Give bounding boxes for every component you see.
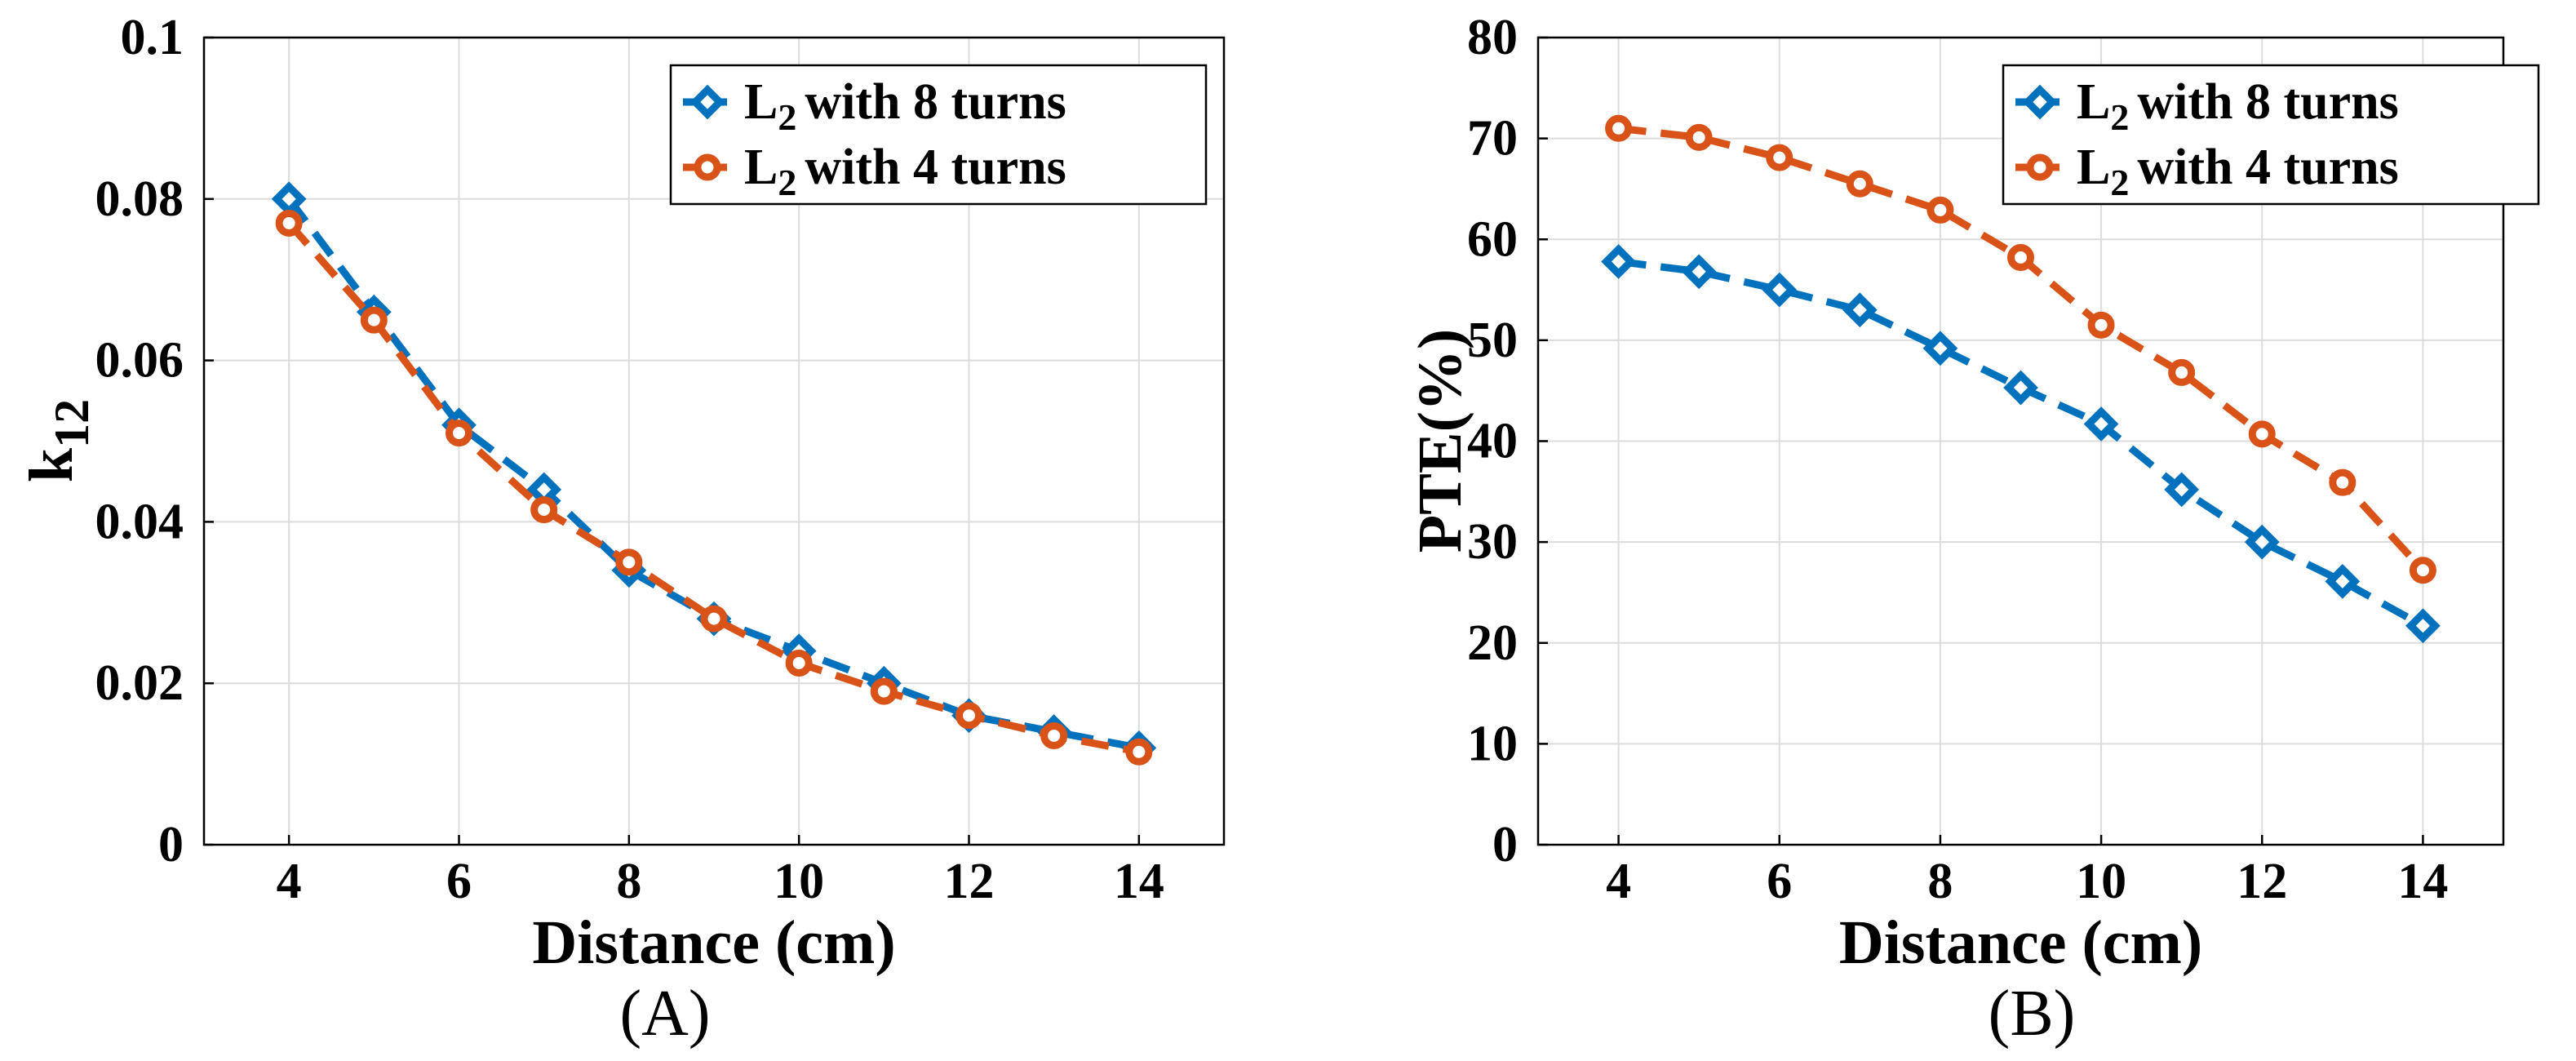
chart-a-series-1-point-1 <box>360 306 388 334</box>
chart-b-x-tick-label-4: 12 <box>2237 854 2287 909</box>
chart-b-series-1-point-8 <box>2248 420 2276 448</box>
chart-a-series-1-point-4 <box>615 548 643 576</box>
chart-a-y-tick-label-3: 0.06 <box>95 333 184 388</box>
chart-a-x-tick-label-2: 8 <box>616 854 641 909</box>
chart-a-series-1-point-10 <box>1125 738 1153 766</box>
chart-a-y-tick-label-2: 0.04 <box>95 494 184 549</box>
chart-a-legend-box <box>669 64 1208 206</box>
chart-a-y-tick-label-4: 0.08 <box>95 171 184 227</box>
chart-a-x-tick-label-3: 10 <box>774 854 824 909</box>
chart-b-y-tick-label-4: 40 <box>1467 414 1518 469</box>
chart-b-series-1-point-1 <box>1685 123 1713 151</box>
chart-b-legend-1-marker <box>2026 153 2054 181</box>
chart-a-x-tick-label-0: 4 <box>277 854 302 909</box>
chart-b-legend-box <box>2002 64 2540 206</box>
chart-a-legend-0-label: L2 with 8 turns <box>744 74 1066 138</box>
chart-a-series-1-point-9 <box>1040 721 1068 749</box>
chart-b-series-0-line <box>1618 257 2425 629</box>
chart-a-legend-1-marker <box>694 153 721 181</box>
chart-b-series-1-point-6 <box>2087 311 2115 339</box>
chart-b-series-0-point-4 <box>1922 331 1958 366</box>
chart-b-series-0-point-10 <box>2405 608 2441 644</box>
chart-b-y-tick-label-5: 50 <box>1467 313 1518 368</box>
chart-a-series-0-point-0 <box>271 181 307 217</box>
chart-b-series-1-point-9 <box>2329 468 2357 496</box>
chart-panel-a: 4 6 8 10 12 14 0 0.02 0.04 0.06 0.08 0.1 Distance (c… <box>17 10 1226 1050</box>
chart-b-y-tick-label-6: 60 <box>1467 211 1518 267</box>
chart-b-x-tick-label-1: 6 <box>1767 854 1792 909</box>
chart-a-series-1-point-8 <box>955 702 982 730</box>
chart-b-legend-0-label: L2 with 8 turns <box>2077 74 2399 138</box>
chart-a-panel-label: (A) <box>619 978 710 1050</box>
chart-b-legend-1-label: L2 with 4 turns <box>2077 140 2399 203</box>
chart-b-series-1-point-10 <box>2409 557 2436 584</box>
chart-a-x-tick-label-4: 12 <box>944 854 995 909</box>
chart-b-series-0-point-7 <box>2164 472 2200 508</box>
chart-b-y-tick-label-8: 80 <box>1467 10 1518 65</box>
chart-a-x-axis-label: Distance (cm) <box>532 908 895 977</box>
chart-a-series-0-line <box>286 197 1140 752</box>
chart-b-x-axis-label: Distance (cm) <box>1839 908 2202 977</box>
chart-a-y-tick-label-0: 0 <box>158 817 184 872</box>
chart-b-series-1-point-7 <box>2168 358 2196 386</box>
chart-a-legend-1-label: L2 with 4 turns <box>744 140 1066 203</box>
chart-b-series-0-point-9 <box>2325 563 2361 599</box>
chart-b-series-1-point-3 <box>1846 170 1873 198</box>
chart-b-x-tick-label-5: 14 <box>2397 854 2448 909</box>
chart-a-series-1-point-6 <box>785 649 813 677</box>
chart-b-y-tick-label-2: 20 <box>1467 615 1518 671</box>
chart-a-y-tick-label-1: 0.02 <box>95 655 184 711</box>
chart-a-series-1-point-5 <box>700 605 728 633</box>
chart-b-series-1-point-2 <box>1766 144 1793 171</box>
chart-a-x-tick-label-1: 6 <box>446 854 472 909</box>
chart-a-axes-frame <box>202 36 1226 846</box>
chart-b-series-0-point-5 <box>2003 370 2038 406</box>
chart-b-x-tick-label-2: 8 <box>1927 854 1953 909</box>
chart-b-series-0-point-0 <box>1601 244 1636 279</box>
chart-b-series-0-point-3 <box>1842 292 1878 328</box>
chart-b-series-1-point-5 <box>2007 244 2034 272</box>
chart-b-y-tick-label-1: 10 <box>1467 716 1518 771</box>
chart-b-y-axis-label: PTE(%) <box>1406 329 1474 553</box>
chart-b-panel-label: (B) <box>1989 978 2076 1050</box>
chart-a-y-tick-label-5: 0.1 <box>121 10 184 65</box>
chart-b-series-0-point-2 <box>1762 272 1798 308</box>
chart-b-legend-0-marker <box>2022 84 2058 120</box>
chart-a-series-1-point-0 <box>275 209 303 237</box>
chart-b-series-1-point-4 <box>1926 196 1954 224</box>
chart-b-y-tick-label-3: 30 <box>1467 514 1518 570</box>
chart-a-series-1-line <box>286 220 1140 756</box>
chart-a-y-axis-label: k12 <box>17 399 99 482</box>
chart-b-series-0-point-8 <box>2244 524 2280 560</box>
chart-a-series-1-point-7 <box>870 677 898 705</box>
chart-b-y-tick-label-0: 0 <box>1492 817 1518 872</box>
chart-panel-b: 4 6 8 10 12 14 0 10 20 30 40 50 60 70 80 Distance (cm) P… <box>1406 10 2540 1050</box>
chart-b-series-0-point-1 <box>1681 254 1717 290</box>
chart-b-x-tick-label-0: 4 <box>1606 854 1631 909</box>
chart-a-series-1-point-2 <box>446 420 472 447</box>
chart-b-series-0-point-6 <box>2083 406 2119 442</box>
chart-b-x-tick-label-3: 10 <box>2076 854 2126 909</box>
chart-b-series-1-point-0 <box>1605 114 1633 142</box>
chart-a-series-1-point-3 <box>530 496 558 524</box>
chart-a-x-tick-label-5: 14 <box>1114 854 1164 909</box>
chart-b-y-tick-label-7: 70 <box>1467 111 1518 166</box>
chart-a-legend-0-marker <box>689 84 725 120</box>
